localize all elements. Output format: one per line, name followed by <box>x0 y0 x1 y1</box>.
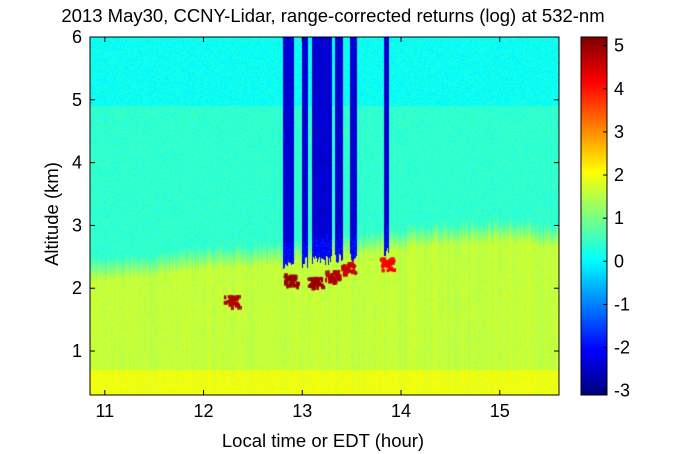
colorbar-tick-label: 0 <box>614 251 624 271</box>
colorbar-frame <box>580 36 608 396</box>
colorbar-tick-label: 4 <box>614 79 624 99</box>
y-tick-label: 5 <box>72 90 82 110</box>
x-tick-label: 15 <box>490 401 510 421</box>
y-tick-label: 3 <box>72 215 82 235</box>
colorbar-tick-label: 5 <box>614 36 624 56</box>
plot-frame <box>89 36 560 396</box>
heatmap-image <box>90 37 559 395</box>
colorbar-tick-label: 2 <box>614 165 624 185</box>
y-axis-label: Altitude (km) <box>41 162 62 266</box>
y-tick-label: 4 <box>72 153 82 173</box>
colorbar-ticks: 5 4 3 2 1 0 -1 -2 -3 <box>603 36 630 401</box>
chart-title: 2013 May30, CCNY-Lidar, range-corrected … <box>61 5 604 26</box>
y-tick-label: 1 <box>72 341 82 361</box>
y-tick-label: 6 <box>72 27 82 47</box>
y-axis: 1 2 3 4 5 6 <box>72 27 559 361</box>
colorbar-tick-label: 3 <box>614 122 624 142</box>
x-axis: 11 12 13 14 15 <box>95 37 510 421</box>
colorbar-tick-label: -1 <box>614 294 630 314</box>
y-tick-label: 2 <box>72 278 82 298</box>
colorbar: 5 4 3 2 1 0 -1 -2 -3 <box>580 36 630 401</box>
x-tick-label: 14 <box>391 401 411 421</box>
heatmap-plot-area <box>89 36 560 396</box>
colorbar-tick-label: 1 <box>614 208 624 228</box>
colorbar-tick-label: -2 <box>614 338 630 358</box>
x-tick-label: 11 <box>95 401 114 421</box>
colorbar-gradient <box>581 37 607 395</box>
x-axis-label: Local time or EDT (hour) <box>222 430 424 451</box>
colorbar-tick-label: -3 <box>614 381 630 401</box>
x-tick-label: 12 <box>194 401 214 421</box>
x-tick-label: 13 <box>292 401 312 421</box>
